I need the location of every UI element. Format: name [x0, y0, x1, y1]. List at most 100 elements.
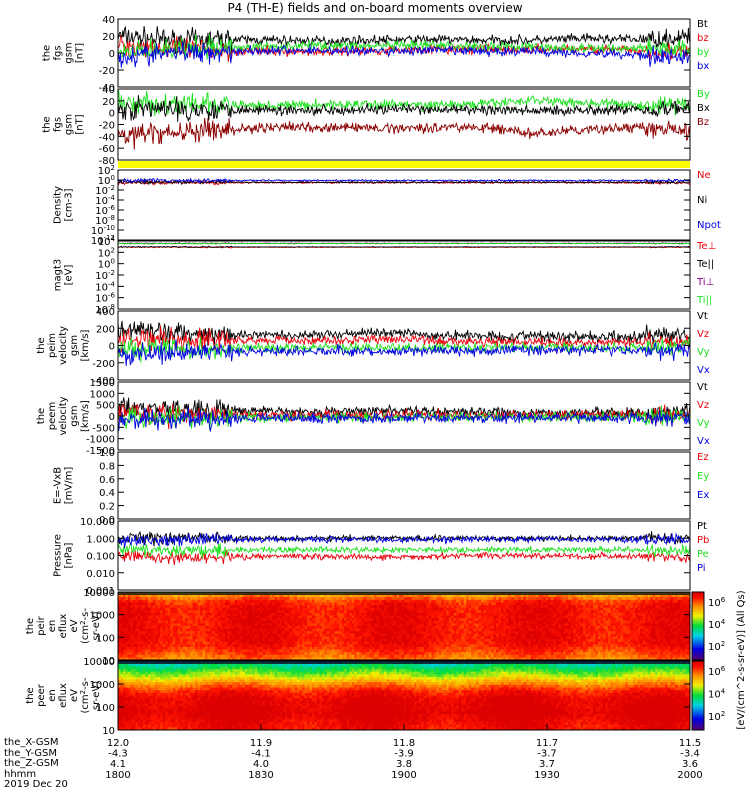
xtick-label-4-2: 3.6: [682, 759, 698, 770]
legend-1-1: Bx: [697, 103, 710, 114]
ytick-2-0: 102: [98, 164, 115, 177]
legend-3-0: Te⊥: [696, 241, 716, 252]
ytick-5-3: 0: [109, 412, 115, 423]
series-line-4-1: [117, 325, 691, 354]
ylabel-1-0: the: [42, 116, 53, 132]
ylabel-5-4: [km/s]: [80, 400, 91, 432]
ytick-5-2: 500: [96, 401, 115, 412]
ylabel-9-6: sr-eV): [91, 681, 102, 710]
panel-4: 400 200 0 -200 -400 the peim velocity gsm [km/s]: [36, 307, 691, 387]
ytick-6-1: 0.8: [99, 461, 115, 472]
ylabel-9-0: the: [25, 687, 36, 703]
legend-7-1: Pb: [697, 535, 709, 546]
legend-7-0: Pt: [697, 521, 707, 532]
legend-7-3: Pi: [697, 563, 706, 574]
legend-3-3: Ti||: [696, 295, 712, 306]
ytick-8-1: 1000: [90, 611, 115, 622]
ytick-1-4: -40: [99, 132, 115, 143]
legend-5-2: Vy: [697, 418, 710, 429]
ytick-8-3: 10: [102, 656, 115, 667]
ytick-8-0: 10000: [83, 588, 115, 599]
legend-4-0: Vt: [697, 311, 708, 322]
legend-5-1: Vz: [697, 400, 709, 411]
xtick-label-4-0: 11.5: [679, 738, 701, 749]
colorbar-top: 106 104 102: [691, 591, 726, 661]
footer-axis-labels: the_X-GSM the_Y-GSM the_Z-GSM hhmm 2019 …: [4, 737, 68, 791]
xtick-label-1-0: 11.9: [250, 738, 272, 749]
ytick-0-0: 40: [102, 15, 115, 26]
ytick-5-5: -1000: [86, 435, 115, 446]
ytick-7-1: 1.000: [86, 534, 115, 545]
ytick-2-4: 10-6: [95, 204, 115, 217]
ytick-2-3: 10-4: [95, 194, 115, 207]
ytick-9-2: 100: [96, 703, 115, 714]
ytick-3-0: 104: [98, 235, 116, 248]
ylabel-3-0: magt3: [53, 259, 64, 292]
ytick-4-4: -400: [92, 376, 115, 387]
xtick-label-1-1: -4.1: [251, 749, 271, 760]
ytick-9-0: 10000: [83, 657, 115, 668]
legend-0-3: bx: [697, 61, 709, 72]
ytick-5-0: 1500: [90, 378, 115, 389]
series-line-4-0: [117, 320, 691, 347]
ytick-8-2: 100: [96, 633, 115, 644]
legend-3-2: Ti⊥: [696, 277, 714, 288]
ylabel-4-0: the: [36, 337, 47, 353]
ytick-1-1: 20: [102, 97, 115, 108]
legend-4-2: Vy: [697, 347, 710, 358]
xtick-label-0-1: -4.3: [108, 749, 128, 760]
ylabel-1-1: fgs: [53, 117, 64, 132]
legend-2-2: Npot: [697, 220, 721, 231]
footer-row-x: the_X-GSM: [4, 737, 59, 748]
series-line-4-3: [117, 339, 691, 367]
series-line-0-0: [117, 25, 691, 55]
ytick-3-3: 10-2: [95, 269, 115, 282]
ytick-4-3: -200: [92, 359, 115, 370]
xtick-label-3-2: 3.7: [539, 759, 555, 770]
ytick-4-2: 0: [109, 342, 115, 353]
panel-6: 1.0 0.8 0.6 0.4 0.2 0.0 E=-VxB [mV/m]: [53, 448, 691, 526]
xtick-label-4-3: 2000: [677, 770, 702, 781]
colorbar-bottom-tick-0: 106: [708, 665, 726, 678]
xtick-label-2-3: 1900: [391, 770, 416, 781]
colorbar-top-tick-2: 102: [708, 640, 725, 653]
ytick-5-6: -1500: [86, 446, 115, 457]
ylabel-8-4: eV: [69, 619, 80, 632]
xtick-label-4-1: -3.4: [680, 749, 700, 760]
ytick-6-0: 1.0: [99, 448, 115, 459]
ytick-4-1: 200: [96, 324, 115, 335]
legend-2-0: Ne: [697, 170, 711, 181]
ylabel-8-1: peir: [36, 615, 47, 635]
panel-0: 40 20 0 -20 -40 the fgs gsm [nT]: [42, 15, 691, 94]
ytick-5-4: -500: [92, 423, 115, 434]
ytick-7-3: 0.010: [86, 569, 115, 580]
ylabel-5-0: the: [36, 408, 47, 424]
ylabel-4-1: peim: [47, 333, 58, 358]
ylabel-8-2: en: [47, 620, 58, 633]
legend-2-1: Ni: [697, 195, 707, 206]
ytick-1-5: -60: [99, 144, 115, 155]
xtick-label-3-1: -3.7: [537, 749, 557, 760]
ylabel-4-3: gsm: [69, 335, 80, 356]
ylabel-7-1: [nPa]: [64, 542, 75, 568]
ytick-5-1: 1000: [90, 389, 115, 400]
series-line-1-1: [117, 95, 691, 122]
colorbar-label: [eV/(cm^2-s-sr-eV)] (All Qs): [736, 590, 747, 729]
ylabel-2-1: [cm-3]: [64, 188, 75, 221]
series-line-5-3: [117, 406, 691, 432]
legend-0-0: Bt: [697, 19, 708, 30]
ylabel-8-5: (cm2-s-: [79, 608, 91, 644]
footer-row-hhmm: hhmm: [4, 768, 37, 780]
legend-5-3: Vx: [697, 436, 710, 447]
series-line-7-2: [117, 542, 691, 560]
xtick-label-3-0: 11.7: [536, 738, 558, 749]
ylabel-8-3: eflux: [58, 614, 69, 639]
ytick-2-7: 10-12: [91, 234, 115, 247]
ylabel-0-0: the: [42, 45, 53, 61]
xtick-label-2-2: 3.8: [396, 759, 412, 770]
ylabel-1-3: [nT]: [75, 114, 86, 134]
legend-6-1: Ey: [697, 471, 709, 482]
ytick-7-2: 0.100: [86, 552, 115, 563]
